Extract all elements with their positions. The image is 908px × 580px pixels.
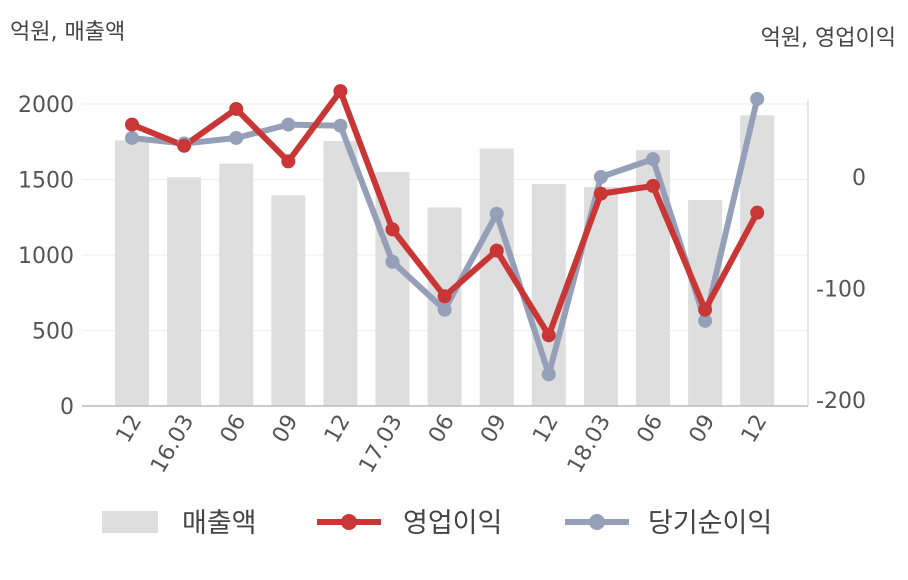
legend-label: 당기순이익 bbox=[648, 508, 772, 539]
bar bbox=[219, 163, 254, 406]
x-tick-label: 09 bbox=[476, 411, 512, 448]
left-tick-label: 0 bbox=[60, 395, 74, 420]
x-tick-label: 12 bbox=[320, 411, 356, 448]
bar-series bbox=[115, 115, 775, 407]
data-point bbox=[333, 84, 348, 99]
x-tick-label: 12 bbox=[737, 411, 773, 448]
right-tick-label: -200 bbox=[816, 389, 866, 414]
data-point bbox=[385, 222, 400, 237]
data-point bbox=[437, 302, 452, 317]
x-tick-label: 12 bbox=[112, 411, 148, 448]
data-point bbox=[437, 289, 452, 304]
bar bbox=[740, 115, 775, 406]
data-point bbox=[593, 170, 608, 184]
legend-swatch-marker bbox=[341, 514, 357, 530]
right-tick-label: -100 bbox=[816, 278, 866, 303]
bar bbox=[479, 148, 514, 407]
data-point bbox=[541, 328, 556, 343]
x-tick-label: 09 bbox=[685, 411, 721, 448]
data-point bbox=[229, 101, 244, 116]
left-tick-label: 500 bbox=[32, 320, 74, 345]
x-tick-label: 12 bbox=[528, 411, 564, 448]
data-point bbox=[489, 206, 504, 221]
bar bbox=[167, 177, 202, 406]
data-point bbox=[698, 313, 713, 328]
left-tick-label: 2000 bbox=[18, 93, 74, 118]
data-point bbox=[541, 367, 556, 382]
legend-label: 매출액 bbox=[182, 508, 257, 539]
bar bbox=[271, 195, 306, 406]
x-tick-label: 06 bbox=[424, 411, 460, 448]
bar bbox=[115, 140, 149, 407]
x-tick-label: 06 bbox=[633, 411, 669, 448]
x-tick-label: 16.03 bbox=[146, 411, 199, 478]
legend-swatch-marker bbox=[589, 514, 605, 530]
data-point bbox=[229, 130, 244, 145]
legend-swatch-bar bbox=[102, 511, 158, 533]
data-point bbox=[646, 152, 660, 167]
data-point bbox=[489, 243, 504, 258]
data-point bbox=[593, 186, 608, 201]
x-tick-label: 17.03 bbox=[355, 411, 408, 478]
data-point bbox=[333, 118, 348, 133]
data-point bbox=[646, 178, 660, 193]
bar bbox=[323, 140, 358, 406]
data-point bbox=[125, 117, 139, 132]
legend-label: 영업이익 bbox=[403, 508, 502, 539]
data-point bbox=[125, 130, 139, 145]
data-point bbox=[750, 205, 765, 220]
axes bbox=[82, 100, 809, 407]
x-tick-label: 09 bbox=[268, 411, 304, 448]
legend: 매출액 영업이익 당기순이익 bbox=[102, 508, 772, 539]
data-point bbox=[281, 117, 296, 132]
x-tick-label: 18.03 bbox=[563, 411, 616, 478]
left-axis-unit: 억원, 매출액 bbox=[10, 20, 126, 45]
data-point bbox=[698, 302, 713, 317]
data-point bbox=[281, 154, 296, 169]
line-series bbox=[125, 84, 765, 382]
data-point bbox=[385, 254, 400, 269]
right-axis-unit: 억원, 영업이익 bbox=[760, 26, 896, 51]
left-tick-label: 1000 bbox=[18, 244, 74, 269]
data-point bbox=[177, 138, 192, 153]
right-tick-label: 0 bbox=[852, 166, 866, 191]
left-tick-label: 1500 bbox=[18, 169, 74, 194]
data-point bbox=[750, 91, 765, 106]
x-tick-label: 06 bbox=[216, 411, 252, 448]
bar bbox=[375, 171, 410, 406]
